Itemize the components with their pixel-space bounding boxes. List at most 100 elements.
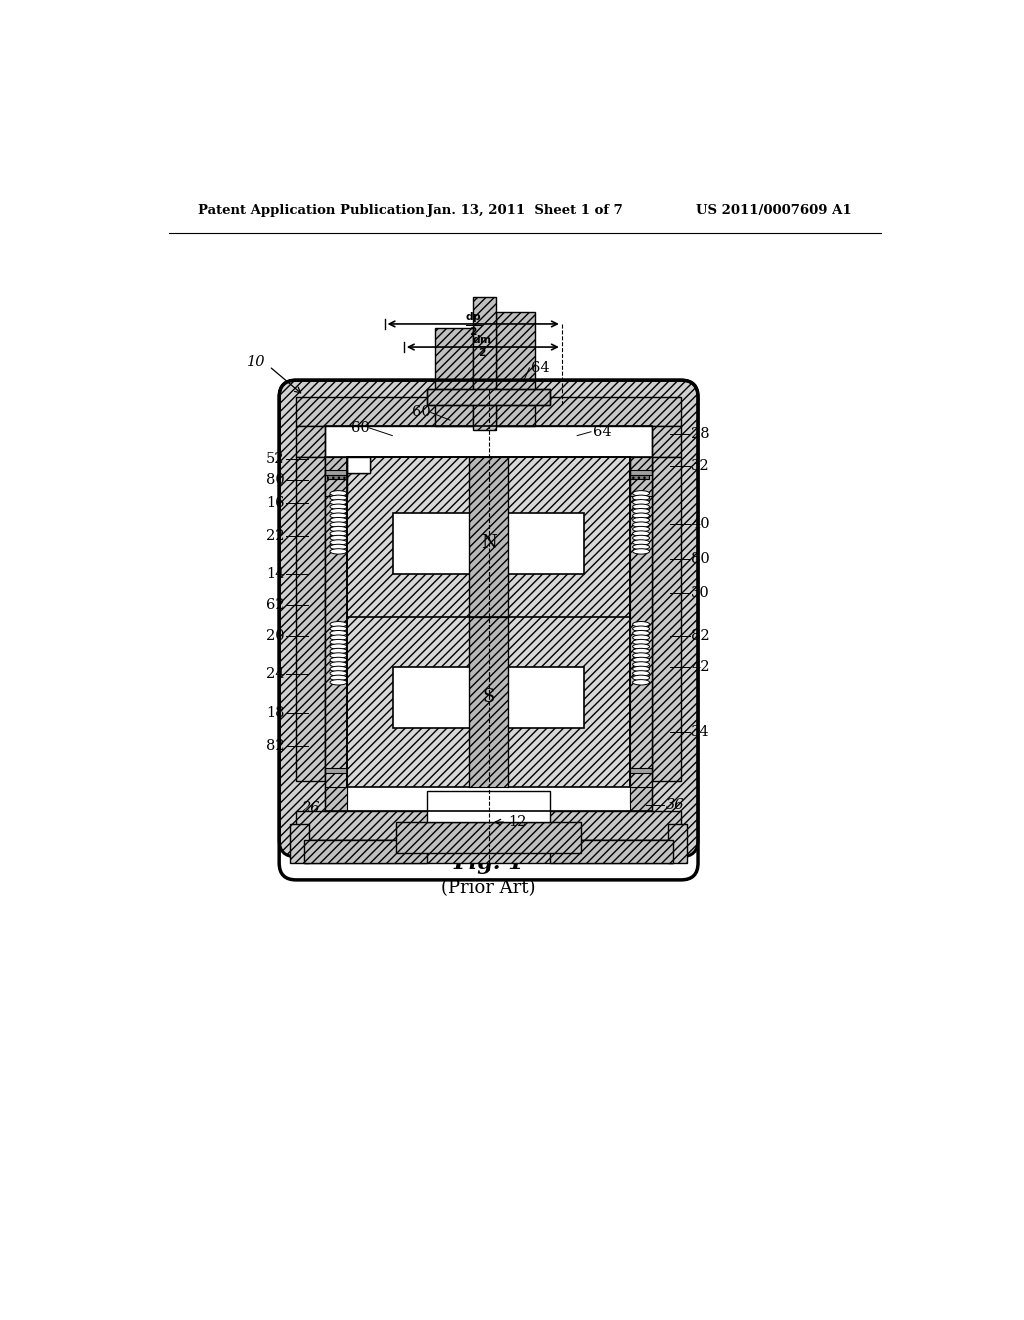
Text: 20: 20: [266, 628, 285, 643]
Ellipse shape: [330, 521, 347, 527]
Ellipse shape: [330, 499, 347, 506]
Bar: [652, 457, 681, 781]
Text: Jan. 13, 2011  Sheet 1 of 7: Jan. 13, 2011 Sheet 1 of 7: [427, 205, 623, 218]
Ellipse shape: [633, 680, 649, 685]
Ellipse shape: [633, 644, 649, 649]
Text: 32: 32: [691, 459, 710, 474]
Bar: [296, 426, 326, 457]
Text: 36: 36: [666, 799, 684, 812]
Ellipse shape: [330, 513, 347, 519]
Bar: [304, 840, 427, 863]
Ellipse shape: [633, 671, 649, 676]
Ellipse shape: [330, 648, 347, 653]
Text: 82: 82: [691, 628, 710, 643]
Ellipse shape: [633, 536, 649, 541]
Text: Patent Application Publication: Patent Application Publication: [199, 205, 425, 218]
Ellipse shape: [633, 622, 649, 627]
Ellipse shape: [633, 667, 649, 672]
Ellipse shape: [330, 639, 347, 644]
Bar: [296, 810, 681, 840]
Ellipse shape: [330, 531, 347, 536]
Bar: [631, 470, 652, 475]
Bar: [473, 297, 497, 430]
Ellipse shape: [633, 531, 649, 536]
Bar: [393, 667, 584, 729]
Ellipse shape: [633, 549, 649, 554]
Ellipse shape: [330, 675, 347, 681]
Ellipse shape: [330, 622, 347, 627]
Text: 28: 28: [691, 428, 710, 441]
Ellipse shape: [330, 504, 347, 510]
Bar: [296, 397, 681, 426]
Text: 80: 80: [691, 552, 710, 566]
Text: 14: 14: [266, 568, 285, 581]
Bar: [290, 825, 309, 863]
Text: 10: 10: [247, 355, 265, 370]
Bar: [326, 768, 347, 774]
Ellipse shape: [330, 495, 347, 500]
Ellipse shape: [633, 513, 649, 519]
Text: 40: 40: [691, 517, 710, 531]
Bar: [652, 426, 681, 457]
Ellipse shape: [330, 626, 347, 631]
Ellipse shape: [633, 517, 649, 523]
Ellipse shape: [633, 540, 649, 545]
FancyBboxPatch shape: [280, 380, 698, 857]
Ellipse shape: [330, 491, 347, 496]
Ellipse shape: [633, 648, 649, 653]
Ellipse shape: [330, 540, 347, 545]
Ellipse shape: [330, 549, 347, 554]
Ellipse shape: [633, 657, 649, 663]
Text: 52: 52: [266, 451, 285, 466]
Ellipse shape: [633, 491, 649, 496]
Text: (Prior Art): (Prior Art): [441, 879, 536, 898]
Ellipse shape: [633, 495, 649, 500]
Text: Fig. 1: Fig. 1: [454, 851, 524, 874]
Ellipse shape: [633, 544, 649, 549]
Ellipse shape: [633, 521, 649, 527]
Ellipse shape: [330, 635, 347, 640]
Ellipse shape: [330, 680, 347, 685]
Ellipse shape: [330, 667, 347, 672]
Text: 34: 34: [691, 725, 710, 739]
Bar: [469, 457, 508, 788]
Ellipse shape: [633, 675, 649, 681]
Text: 80: 80: [266, 474, 285, 487]
Text: 62: 62: [266, 598, 285, 612]
Ellipse shape: [330, 653, 347, 659]
Bar: [427, 792, 550, 822]
Bar: [347, 457, 370, 473]
Text: US 2011/0007609 A1: US 2011/0007609 A1: [695, 205, 851, 218]
Ellipse shape: [633, 626, 649, 631]
Text: 12: 12: [508, 816, 526, 829]
Ellipse shape: [330, 671, 347, 676]
Bar: [326, 457, 347, 496]
Bar: [347, 457, 370, 473]
Text: 26: 26: [301, 800, 319, 814]
Bar: [497, 313, 535, 426]
Text: 64: 64: [593, 425, 611, 438]
Text: 60: 60: [412, 405, 431, 420]
Ellipse shape: [633, 499, 649, 506]
Bar: [296, 457, 326, 781]
Bar: [427, 389, 550, 405]
Ellipse shape: [633, 504, 649, 510]
Text: 24: 24: [266, 668, 285, 681]
Ellipse shape: [633, 661, 649, 667]
Bar: [396, 822, 581, 853]
Bar: [631, 788, 652, 810]
Text: 16: 16: [266, 496, 285, 511]
Bar: [304, 840, 674, 863]
Bar: [435, 327, 473, 426]
Bar: [631, 457, 652, 803]
Bar: [393, 512, 584, 574]
Text: 60: 60: [350, 421, 370, 434]
Ellipse shape: [330, 517, 347, 523]
Ellipse shape: [330, 527, 347, 532]
Ellipse shape: [633, 508, 649, 513]
Text: 64: 64: [531, 360, 550, 375]
Text: 30: 30: [691, 586, 710, 601]
Ellipse shape: [330, 644, 347, 649]
Ellipse shape: [633, 653, 649, 659]
Ellipse shape: [633, 631, 649, 636]
